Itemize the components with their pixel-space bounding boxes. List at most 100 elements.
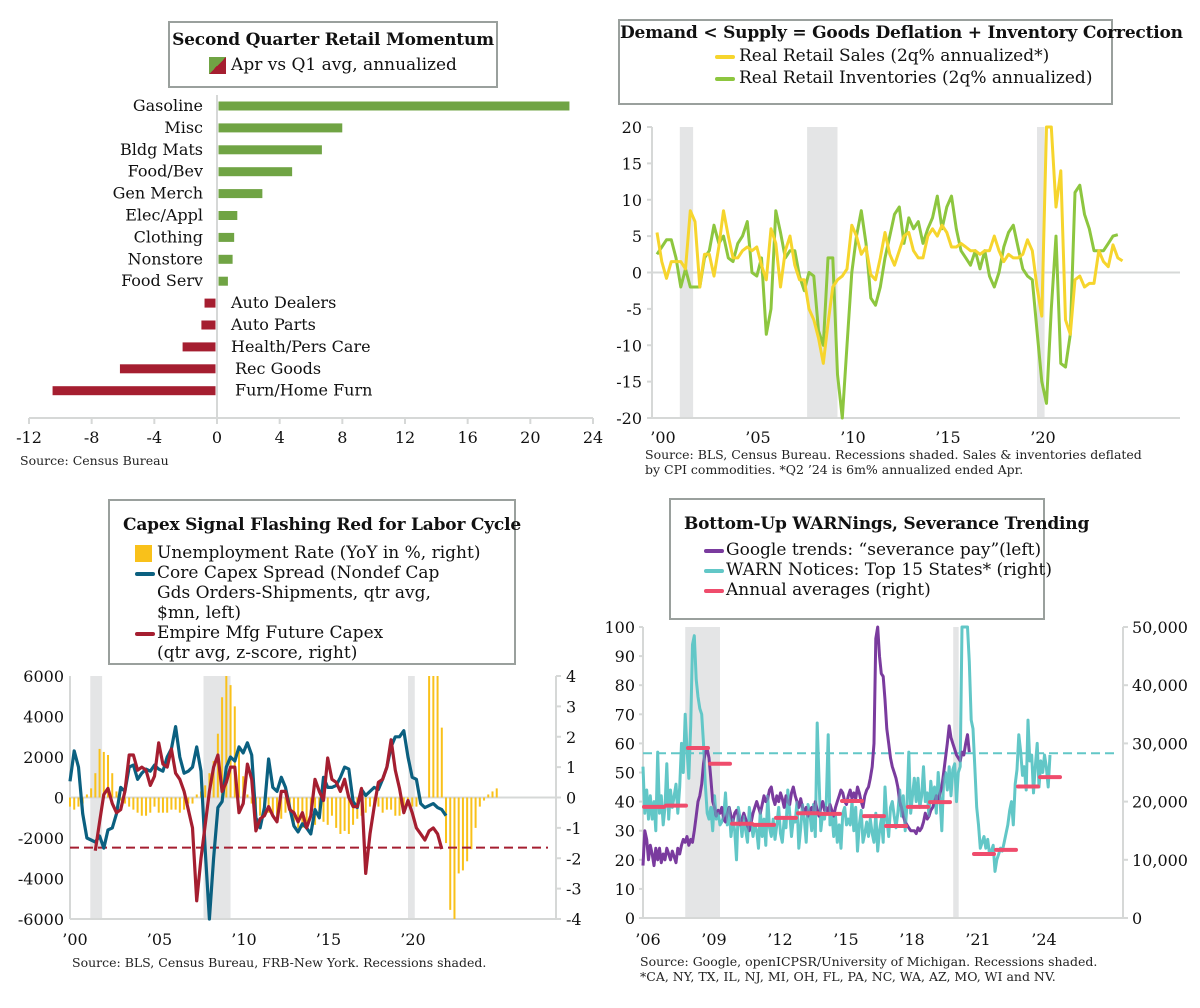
chart-source: Source: Census Bureau bbox=[20, 453, 169, 468]
chart-source-line-2: *CA, NY, TX, IL, NJ, MI, OH, FL, PA, NC,… bbox=[640, 969, 1056, 984]
right-y-tick-label: 20,000 bbox=[1132, 793, 1188, 812]
x-tick-label: ’06 bbox=[635, 930, 660, 949]
warnings-severance-chart: 100 90 80 70 60 50 40 30 20 10 0 50,000 40,000 30,000… bbox=[600, 490, 1200, 1008]
unemployment-bar bbox=[470, 797, 473, 850]
unemployment-bar bbox=[183, 797, 186, 810]
left-y-tick-label: 50 bbox=[615, 764, 635, 783]
unemployment-bar bbox=[466, 797, 469, 862]
unemployment-bar bbox=[368, 797, 371, 807]
legend-item: WARN Notices: Top 15 States* (right) bbox=[704, 560, 1052, 580]
left-y-tick-label: 90 bbox=[615, 647, 635, 666]
unemployment-bar bbox=[381, 797, 384, 813]
y-tick-label: -15 bbox=[616, 373, 642, 392]
x-tick-label: 16 bbox=[457, 428, 477, 447]
unemployment-bar bbox=[128, 797, 131, 807]
y-tick-label: 0 bbox=[632, 264, 642, 283]
x-tick-label: ’21 bbox=[965, 930, 990, 949]
empire-future-capex-line bbox=[93, 738, 444, 903]
green-line-swatch-icon bbox=[715, 77, 735, 81]
legend-item: Real Retail Sales (2q% annualized*) bbox=[715, 46, 1111, 66]
category-label: Food Serv bbox=[121, 271, 203, 290]
x-tick-label: ’05 bbox=[147, 930, 172, 949]
unemployment-bar bbox=[250, 797, 253, 804]
right-y-tick-label: -4 bbox=[566, 910, 582, 929]
left-y-tick-label: 6000 bbox=[23, 667, 64, 686]
legend-label: Real Retail Sales (2q% annualized*) bbox=[739, 46, 1050, 66]
unemployment-bar bbox=[77, 797, 80, 807]
red-line-swatch-icon bbox=[135, 632, 155, 636]
legend-item: Unemployment Rate (YoY in %, right) bbox=[135, 543, 514, 563]
bar bbox=[204, 298, 216, 308]
right-y-tick-label: -1 bbox=[566, 819, 582, 838]
unemployment-bar bbox=[225, 676, 228, 798]
unemployment-bar bbox=[377, 797, 380, 807]
y-tick-label: 15 bbox=[622, 154, 642, 173]
legend-item: Annual averages (right) bbox=[704, 580, 1043, 600]
unemployment-bar bbox=[136, 797, 139, 813]
bar bbox=[218, 167, 293, 177]
bar bbox=[119, 364, 216, 374]
x-tick-label: -8 bbox=[84, 428, 100, 447]
category-label: Elec/Appl bbox=[125, 206, 203, 225]
right-y-tick-label: -3 bbox=[566, 880, 582, 899]
unemployment-bar bbox=[102, 751, 105, 798]
x-tick-label: ’15 bbox=[935, 428, 960, 447]
unemployment-bar bbox=[440, 727, 443, 798]
unemployment-bar bbox=[398, 797, 401, 816]
x-tick-label: ’05 bbox=[745, 428, 770, 447]
unemployment-bar bbox=[132, 797, 135, 810]
left-y-tick-label: 80 bbox=[615, 676, 635, 695]
demand-supply-legend: Demand < Supply = Goods Deflation + Inve… bbox=[618, 19, 1183, 105]
right-y-tick-label: -2 bbox=[566, 849, 582, 868]
unemployment-bar bbox=[478, 797, 481, 807]
legend-label: Unemployment Rate (YoY in %, right) bbox=[157, 543, 481, 563]
x-tick-label: ’20 bbox=[400, 930, 425, 949]
google-trends-line bbox=[641, 625, 971, 868]
pink-line-swatch-icon bbox=[704, 589, 724, 593]
warn-notices-line-overlay bbox=[642, 626, 1051, 873]
left-y-tick-label: 30 bbox=[615, 822, 635, 841]
x-tick-label: ’10 bbox=[840, 428, 865, 447]
unemployment-bar bbox=[271, 797, 274, 816]
unemployment-bar bbox=[326, 797, 329, 825]
category-label: Auto Parts bbox=[230, 315, 316, 334]
y-tick-label: -10 bbox=[616, 336, 642, 355]
left-y-tick-label: 0 bbox=[54, 789, 64, 808]
unemployment-bar bbox=[246, 794, 249, 798]
chart-title: Demand < Supply = Goods Deflation + Inve… bbox=[620, 23, 1183, 43]
unemployment-bar bbox=[457, 797, 460, 874]
unemployment-bar bbox=[474, 797, 477, 828]
unemployment-bar bbox=[432, 676, 435, 798]
x-tick-label: ’09 bbox=[701, 930, 726, 949]
category-label: Rec Goods bbox=[235, 359, 321, 378]
category-label: Health/Pers Care bbox=[231, 337, 371, 356]
capex-signal-chart: 6000 4000 2000 0 -2000 -4000 -6000 4 3 2 1 0 -1 -2 -3 -… bbox=[0, 490, 600, 1008]
legend-item: Core Capex Spread (Nondef Cap Gds Orders… bbox=[135, 563, 514, 623]
x-tick-label: 20 bbox=[520, 428, 540, 447]
left-y-tick-label: 100 bbox=[604, 618, 635, 637]
chart-title: Bottom-Up WARNings, Severance Trending bbox=[684, 514, 1090, 534]
unemployment-bar bbox=[305, 797, 308, 822]
category-label: Furn/Home Furn bbox=[235, 381, 372, 400]
legend-label: Core Capex Spread (Nondef Cap Gds Orders… bbox=[157, 563, 440, 623]
category-label: Bldg Mats bbox=[120, 140, 203, 159]
unemployment-bar bbox=[390, 797, 393, 810]
unemployment-bar bbox=[292, 797, 295, 822]
y-tick-label: 5 bbox=[632, 227, 642, 246]
legend-item: Google trends: “severance pay”(left) bbox=[704, 540, 1043, 560]
unemployment-bar bbox=[322, 797, 325, 822]
unemployment-bar bbox=[276, 797, 279, 822]
unemployment-bar bbox=[347, 797, 350, 834]
chart-title: Capex Signal Flashing Red for Labor Cycl… bbox=[123, 515, 521, 535]
unemployment-bar bbox=[385, 797, 388, 810]
unemployment-bar bbox=[98, 748, 101, 798]
legend-label: WARN Notices: Top 15 States* (right) bbox=[726, 560, 1052, 580]
legend-item: Empire Mfg Future Capex (qtr avg, z-scor… bbox=[135, 623, 514, 663]
unemployment-bar bbox=[411, 797, 414, 807]
left-y-tick-label: -6000 bbox=[18, 910, 64, 929]
x-tick-label: ’20 bbox=[1030, 428, 1055, 447]
unemployment-bar bbox=[153, 797, 156, 807]
legend-label: Empire Mfg Future Capex (qtr avg, z-scor… bbox=[157, 623, 384, 663]
retail-momentum-chart: -12 -8 -4 0 4 8 12 16 20 24 Gasoline Misc Bldg Mats F… bbox=[0, 0, 603, 480]
unemployment-bar bbox=[195, 794, 198, 798]
